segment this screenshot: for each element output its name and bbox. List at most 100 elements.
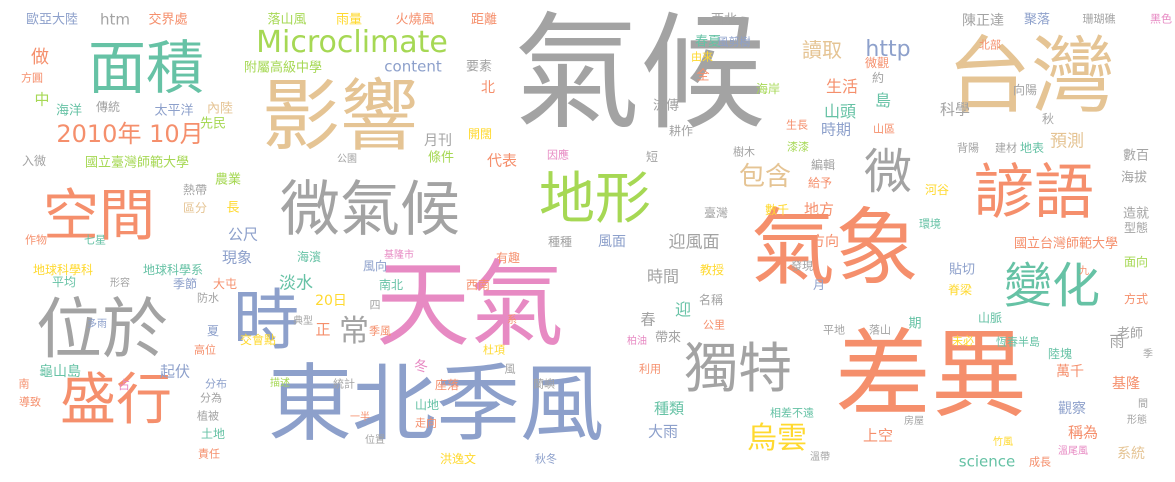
word: 春夏 (694, 34, 722, 50)
word: 氣象 (750, 199, 920, 297)
word: 系統 (1117, 446, 1145, 462)
word: 交會點 (239, 333, 277, 347)
word: http (865, 37, 911, 62)
word: 國立臺灣師範大學 (84, 155, 190, 171)
word: 數百 (1122, 148, 1150, 164)
word: 編輯 (810, 158, 836, 172)
word: 基隆 (1112, 376, 1140, 392)
word: 北 (481, 80, 495, 96)
word: 地形 (539, 167, 651, 232)
word: 山脈 (977, 311, 1003, 325)
word: 珊瑚礁 (1082, 12, 1116, 26)
word: 方式 (1123, 292, 1149, 306)
word: 漆漆 (787, 140, 809, 154)
word: 內陸 (206, 101, 234, 117)
word: 傳統 (95, 100, 121, 114)
word: 附屬高級中學 (243, 60, 323, 76)
word: 月刊 (424, 133, 452, 149)
word: 秋冬 (535, 452, 557, 466)
word: 微 (863, 144, 913, 200)
word: 有趣 (495, 251, 521, 265)
word: htm (100, 10, 130, 29)
word: 龜山島 (39, 364, 81, 380)
word: 盛行 (60, 368, 172, 433)
word: 海拔 (1120, 170, 1148, 186)
word: 系 (507, 315, 517, 326)
word: 變化 (1003, 258, 1101, 314)
word: 導致 (19, 395, 41, 409)
word: 海岸 (755, 82, 781, 96)
word: 恆春半島 (996, 335, 1040, 349)
word: 做 (31, 47, 49, 68)
word: 觀察 (1058, 401, 1086, 417)
word: 名稱 (698, 293, 724, 307)
word: 讀取 (802, 38, 842, 62)
word: 島 (874, 91, 892, 110)
word: 地表 (1019, 141, 1045, 155)
word: 火燒風 (395, 12, 435, 28)
word: 秋 (1041, 112, 1055, 126)
word: 平均 (51, 275, 77, 289)
word: 地球科學系 (142, 263, 204, 277)
word: 發現 (791, 259, 813, 273)
word: 七星 (84, 233, 106, 247)
word: 落山 (869, 323, 891, 337)
word: 九 (1079, 266, 1089, 277)
word: 平地 (823, 323, 845, 337)
word: 分為 (200, 391, 222, 405)
word: 面向 (1123, 255, 1149, 269)
word: 生活 (825, 77, 859, 96)
word: 貼切 (948, 262, 976, 278)
word: 稱為 (1067, 423, 1099, 442)
word: 海濱 (296, 250, 322, 264)
word: 歐亞大陸 (25, 12, 79, 28)
word: 山地 (414, 398, 440, 412)
word: 公園 (337, 154, 357, 165)
word: 杜項 (483, 343, 505, 357)
word: 西南 (465, 278, 491, 292)
word: 責任 (198, 447, 220, 461)
word: 聚落 (1023, 12, 1051, 28)
word: 背陽 (957, 141, 979, 155)
word: 諺語 (974, 158, 1094, 228)
word: 正 (315, 320, 331, 339)
word: 典型 (293, 316, 313, 327)
word: 相差不遠 (770, 406, 814, 420)
word: 地球科學科 (32, 263, 94, 277)
word: 風向 (362, 259, 388, 273)
word: 上空 (862, 426, 894, 445)
word: 代表 (486, 151, 518, 170)
word: 形態 (1127, 415, 1147, 426)
word: 走向 (415, 416, 437, 430)
word: 南北 (378, 278, 404, 292)
word: 座落 (434, 378, 460, 392)
word: 北部 (979, 38, 1001, 52)
word: 防水 (197, 291, 219, 305)
word: 烏雲 (747, 421, 807, 456)
word: 微觀 (864, 56, 890, 70)
word: 基隆市 (384, 250, 414, 261)
word: 統計 (333, 377, 355, 391)
word: 差異 (835, 319, 1027, 431)
word: 成長 (1029, 455, 1051, 469)
word: 造就 (1122, 206, 1150, 222)
word: 山區 (873, 122, 895, 136)
word: 2010年 10月 (56, 120, 204, 148)
word: 脊梁 (947, 283, 973, 297)
word: 未必 (952, 334, 974, 348)
word: 黑色 (1150, 12, 1172, 26)
word: 描述 (270, 378, 290, 389)
word: 公尺 (227, 225, 259, 244)
word: 入微 (21, 154, 47, 168)
word: 由來 (691, 50, 713, 64)
word: 期 (908, 316, 922, 332)
word: 夏 (206, 324, 220, 338)
word: 微氣候 (280, 175, 460, 245)
word: 溫帶 (810, 452, 830, 463)
word: 風面 (598, 234, 626, 250)
word: 短 (645, 150, 659, 164)
word: 溫尾風 (1058, 446, 1088, 457)
word: 季風 (369, 324, 391, 338)
word: 東北季風 (267, 355, 605, 453)
